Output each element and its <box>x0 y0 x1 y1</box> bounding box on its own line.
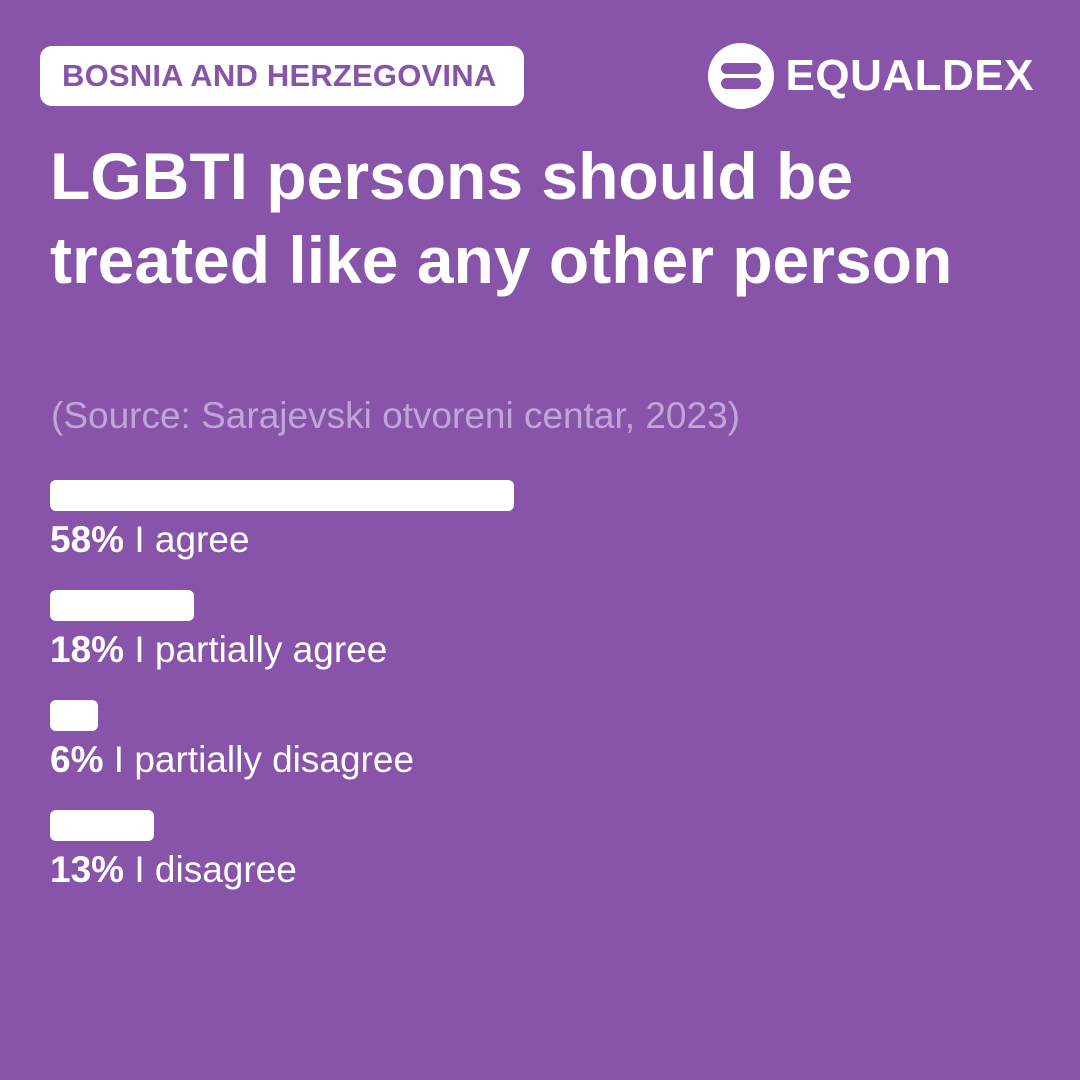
brand: EQUALDEX <box>707 42 1034 110</box>
bar-row: 18% I partially agree <box>50 590 1030 700</box>
bar-category-label: I partially disagree <box>103 739 415 780</box>
bar-row: 13% I disagree <box>50 810 1030 920</box>
bar-label: 13% I disagree <box>50 848 297 892</box>
bar-value-label: 13% <box>50 849 125 890</box>
bar-value-label: 58% <box>50 519 125 560</box>
bar-label: 58% I agree <box>50 518 250 562</box>
brand-name: EQUALDEX <box>785 51 1034 100</box>
equaldex-logo-icon <box>707 43 774 109</box>
bar <box>50 810 154 841</box>
bar-category-label: I agree <box>124 519 250 560</box>
bar-category-label: I disagree <box>124 849 297 890</box>
chart-source: (Source: Sarajevski otvoreni centar, 202… <box>51 395 740 436</box>
bar-label: 6% I partially disagree <box>50 738 414 782</box>
country-badge: BOSNIA AND HERZEGOVINA <box>40 46 525 106</box>
bar-category-label: I partially agree <box>124 629 388 670</box>
bar-value-label: 18% <box>50 629 125 670</box>
bar <box>50 700 98 731</box>
bar-row: 6% I partially disagree <box>50 700 1030 810</box>
country-name: BOSNIA AND HERZEGOVINA <box>62 58 497 93</box>
bar-label: 18% I partially agree <box>50 628 387 672</box>
bar <box>50 480 514 511</box>
bar-value-label: 6% <box>50 739 104 780</box>
bar <box>50 590 194 621</box>
bar-row: 58% I agree <box>50 480 1030 590</box>
chart-title: LGBTI persons should be treated like any… <box>50 139 953 297</box>
bar-chart: 58% I agree 18% I partially agree 6% I par… <box>50 480 1030 920</box>
